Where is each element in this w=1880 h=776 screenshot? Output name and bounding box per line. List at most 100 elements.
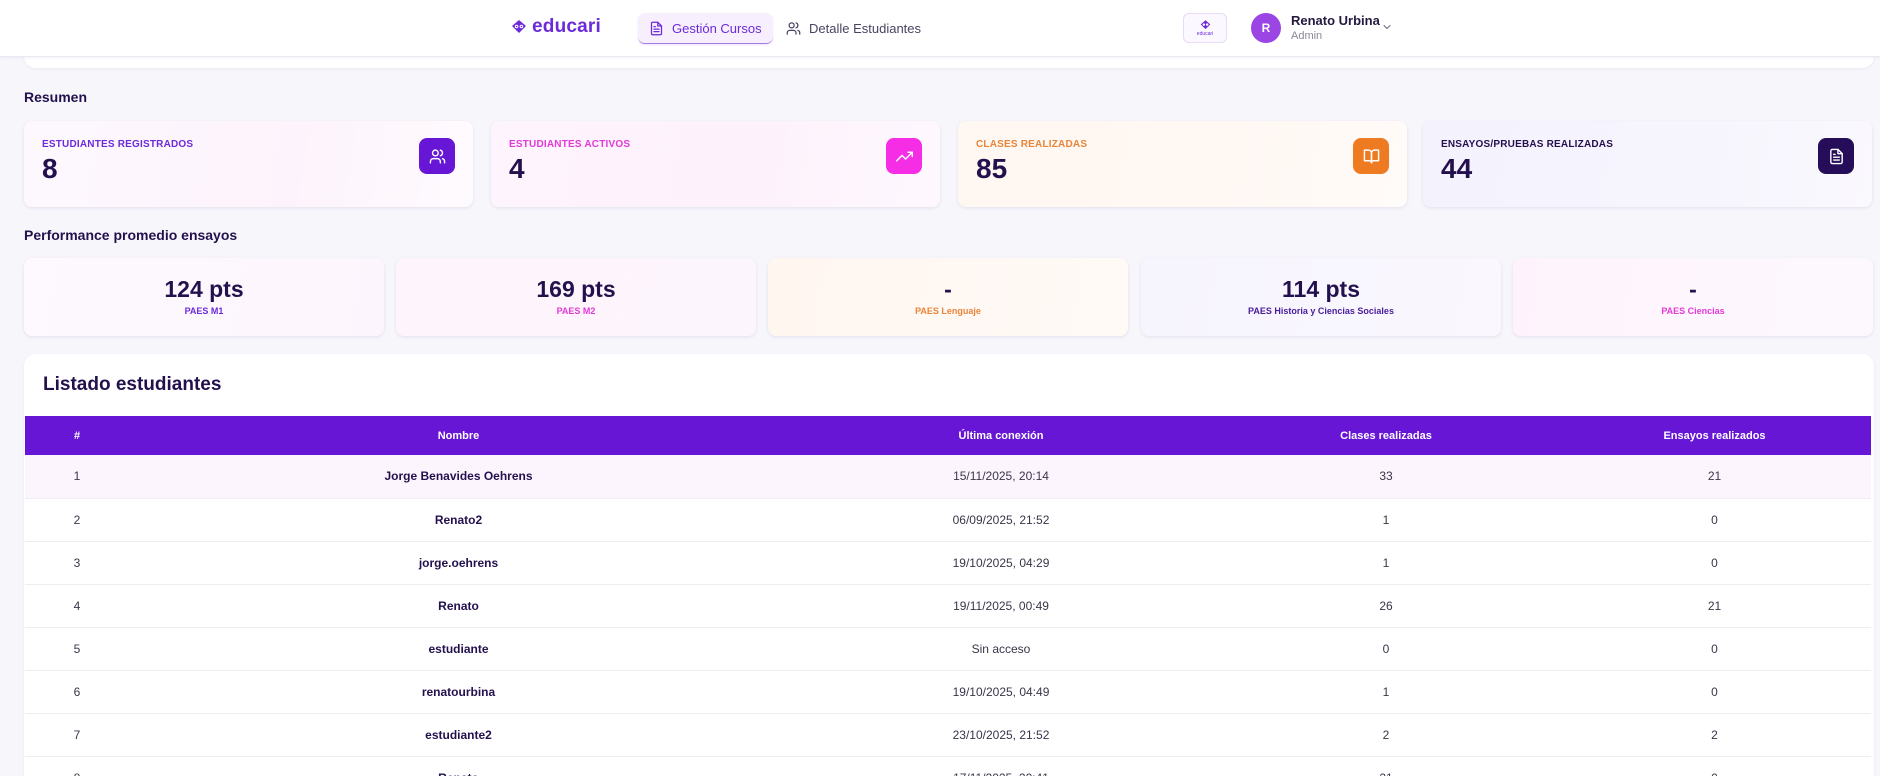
stat-card-registrados: Estudiantes registrados 8 [24,121,473,207]
column-header-last-connection[interactable]: Última conexión [958,429,1044,442]
table-row[interactable]: 1 Jorge Benavides Oehrens 15/11/2025, 20… [25,455,1871,499]
student-name: Renato [129,584,788,628]
student-name: estudiante [129,627,788,671]
document-icon [1829,148,1843,164]
perf-label: PAES M1 [184,306,224,316]
table-row[interactable]: 8 Renato 17/11/2025, 20:41 21 0 [25,756,1871,776]
column-header-classes[interactable]: Clases realizadas [1340,429,1432,442]
user-avatar[interactable]: R [1251,13,1281,43]
row-number: 7 [25,713,129,757]
table-row[interactable]: 5 estudiante Sin acceso 0 0 [25,627,1871,671]
perf-card-ciencias: - PAES Ciencias [1513,258,1873,336]
classes-count: 1 [1214,541,1558,585]
trending-up-icon [895,151,913,161]
row-number: 3 [25,541,129,585]
perf-value: - [944,276,952,302]
tab-label: Detalle Estudiantes [809,21,922,36]
table-header-row: # Nombre Última conexión Clases realizad… [25,416,1871,455]
last-connection: 06/09/2025, 21:52 [788,498,1214,542]
essays-count: 0 [1558,670,1871,714]
classes-count: 1 [1214,498,1558,542]
stat-label: Ensayos/Pruebas realizadas [1441,139,1614,150]
row-number: 1 [25,455,129,499]
last-connection: 15/11/2025, 20:14 [788,455,1214,499]
table-row[interactable]: 7 estudiante2 23/10/2025, 21:52 2 2 [25,713,1871,757]
perf-value: 124 pts [164,276,244,302]
students-table: # Nombre Última conexión Clases realizad… [25,416,1871,776]
table-row[interactable]: 4 Renato 19/11/2025, 00:49 26 21 [25,584,1871,628]
last-connection: 19/10/2025, 04:49 [788,670,1214,714]
classes-count: 26 [1214,584,1558,628]
column-header-number[interactable]: # [73,429,81,442]
students-card: Listado estudiantes # Nombre Última cone… [24,354,1874,776]
stat-label: Clases realizadas [976,139,1088,150]
perf-value: 169 pts [536,276,616,302]
row-number: 2 [25,498,129,542]
classes-count: 2 [1214,713,1558,757]
student-name: Renato2 [129,498,788,542]
stat-card-activos: Estudiantes activos 4 [491,121,940,207]
tab-gestion-cursos[interactable]: Gestión Cursos [638,13,773,44]
top-navbar: educari Gestión Cursos Detalle Estudiant… [0,0,1880,57]
tab-label: Gestión Cursos [672,20,762,36]
table-row[interactable]: 6 renatourbina 19/10/2025, 04:49 1 0 [25,670,1871,714]
org-logo-text: educari [1196,30,1214,37]
stat-value: 8 [42,153,58,184]
essays-count: 0 [1558,541,1871,585]
last-connection: 23/10/2025, 21:52 [788,713,1214,757]
book-open-icon [1363,148,1379,164]
tab-detalle-estudiantes[interactable]: Detalle Estudiantes [775,13,932,44]
essays-count: 0 [1558,756,1871,776]
table-row[interactable]: 3 jorge.oehrens 19/10/2025, 04:29 1 0 [25,541,1871,585]
perf-label: PAES M2 [556,306,596,316]
classes-count: 21 [1214,756,1558,776]
stat-card-clases: Clases realizadas 85 [958,121,1407,207]
row-number: 4 [25,584,129,628]
perf-value: 114 pts [1282,276,1360,302]
perf-card-historia: 114 pts PAES Historia y Ciencias Sociale… [1141,258,1501,336]
column-header-name[interactable]: Nombre [437,429,480,442]
user-role: Admin [1291,30,1323,42]
perf-card-lenguaje: - PAES Lenguaje [768,258,1128,336]
essays-count: 0 [1558,498,1871,542]
row-number: 8 [25,756,129,776]
user-menu[interactable]: Renato Urbina Admin [1291,13,1380,43]
brand-name: educari [532,16,601,37]
stat-label: Estudiantes activos [509,139,631,150]
users-icon [429,148,445,164]
essays-count: 2 [1558,713,1871,757]
perf-card-m1: 124 pts PAES M1 [24,258,384,336]
file-text-icon [650,21,663,35]
stat-icon-box [886,138,922,174]
perf-label: PAES Ciencias [1661,306,1725,316]
student-name: jorge.oehrens [129,541,788,585]
essays-count: 21 [1558,584,1871,628]
organization-logo[interactable]: educari [1183,13,1227,43]
stat-label: Estudiantes registrados [42,139,194,150]
students-title: Listado estudiantes [43,374,222,395]
student-name: Jorge Benavides Oehrens [129,455,788,499]
brand-logo[interactable]: educari [511,16,601,38]
perf-label: PAES Historia y Ciencias Sociales [1248,306,1394,316]
classes-count: 33 [1214,455,1558,499]
row-number: 6 [25,670,129,714]
last-connection: Sin acceso [788,627,1214,671]
student-name: estudiante2 [129,713,788,757]
users-icon [786,22,801,35]
classes-count: 0 [1214,627,1558,671]
stat-icon-box [1818,138,1854,174]
educari-logo-icon [1200,19,1210,29]
stat-card-ensayos: Ensayos/Pruebas realizadas 44 [1423,121,1872,207]
stat-value: 4 [509,153,525,184]
essays-count: 0 [1558,627,1871,671]
summary-title: Resumen [24,89,88,105]
chevron-down-icon[interactable] [1381,21,1393,33]
table-row[interactable]: 2 Renato2 06/09/2025, 21:52 1 0 [25,498,1871,542]
student-name: Renato [129,756,788,776]
column-header-essays[interactable]: Ensayos realizados [1663,429,1766,442]
row-number: 5 [25,627,129,671]
essays-count: 21 [1558,455,1871,499]
perf-value: - [1689,276,1697,302]
last-connection: 17/11/2025, 20:41 [788,756,1214,776]
stat-value: 44 [1441,153,1473,184]
